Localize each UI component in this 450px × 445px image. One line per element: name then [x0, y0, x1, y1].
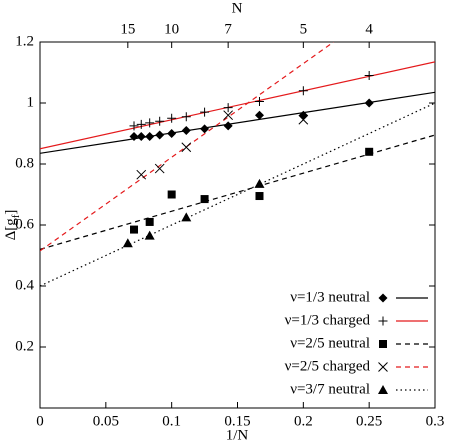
marker	[122, 238, 133, 248]
marker	[136, 132, 146, 142]
y-axis-label-sub: f	[10, 214, 22, 218]
marker	[181, 142, 192, 153]
marker	[223, 110, 234, 121]
marker	[167, 190, 176, 199]
x-tick-label: 0	[36, 413, 44, 429]
marker	[155, 116, 165, 126]
fit-line	[40, 102, 435, 287]
marker	[136, 119, 146, 129]
y-axis-label-end: ]	[3, 210, 19, 215]
legend-label: ν=2/5 charged	[285, 358, 371, 374]
marker	[364, 71, 374, 81]
y-tick-label: 0.6	[15, 216, 34, 232]
legend: ν=1/3 neutral ν=1/3 charged ν=2/5 neutral ν…	[285, 289, 428, 397]
x2-tick-label: 5	[300, 21, 308, 37]
legend-marker	[378, 385, 388, 394]
legend-label: ν=1/3 charged	[285, 312, 371, 328]
marker	[129, 121, 139, 131]
marker	[145, 132, 155, 142]
legend-marker	[378, 316, 388, 326]
marker	[154, 163, 165, 174]
x2-axis-label: N	[232, 0, 243, 16]
plot-frame	[39, 41, 436, 409]
x2-tick-label: 4	[365, 21, 373, 37]
y-axis-label: Δ[gf]	[3, 210, 21, 241]
marker	[254, 110, 264, 120]
fit-line	[40, 134, 435, 250]
marker	[255, 192, 264, 201]
y-tick-label: 1.2	[15, 33, 34, 49]
marker	[167, 129, 177, 138]
marker	[155, 130, 165, 140]
y-axis-label-base: Δ[g	[3, 218, 19, 241]
marker	[298, 86, 308, 96]
marker	[145, 118, 155, 128]
marker	[167, 113, 177, 123]
y-tick-label: 0.4	[15, 277, 34, 293]
marker	[200, 124, 210, 134]
x-tick-label: 0.15	[224, 413, 250, 429]
legend-label: ν=3/7 neutral	[290, 381, 370, 397]
fit-line	[40, 61, 435, 150]
marker	[144, 230, 155, 240]
x-tick-label: 0.1	[162, 413, 181, 429]
marker	[365, 147, 374, 156]
fit-line	[40, 91, 435, 154]
plot-area	[40, 42, 435, 287]
x-axis-label: 1/N	[226, 427, 249, 443]
legend-marker	[379, 340, 387, 348]
x-tick-label: 0.2	[294, 413, 313, 429]
marker	[136, 169, 147, 180]
x-tick-label: 0.3	[426, 413, 445, 429]
x-tick-label: 0.05	[93, 413, 119, 429]
legend-label: ν=2/5 neutral	[290, 335, 370, 351]
marker	[181, 212, 192, 222]
marker	[223, 103, 233, 113]
marker	[298, 114, 309, 125]
marker	[200, 195, 209, 204]
x2-tick-label: 15	[120, 21, 135, 37]
marker	[181, 112, 191, 122]
marker	[223, 121, 233, 131]
marker	[145, 217, 154, 226]
marker	[254, 96, 264, 106]
x2-tick-label: 10	[164, 21, 179, 37]
marker	[364, 98, 374, 108]
marker	[181, 125, 191, 135]
marker	[130, 225, 139, 234]
legend-marker	[378, 293, 388, 303]
legend-label: ν=1/3 neutral	[290, 289, 370, 305]
marker	[129, 132, 139, 142]
x2-tick-label: 7	[224, 21, 232, 37]
legend-marker	[378, 362, 388, 372]
marker	[200, 107, 210, 117]
y-tick-label: 0.2	[15, 338, 34, 354]
x-tick-label: 0.25	[356, 413, 382, 429]
marker	[254, 178, 265, 188]
y-tick-label: 1	[27, 94, 35, 110]
y-tick-label: 0.8	[15, 155, 34, 171]
